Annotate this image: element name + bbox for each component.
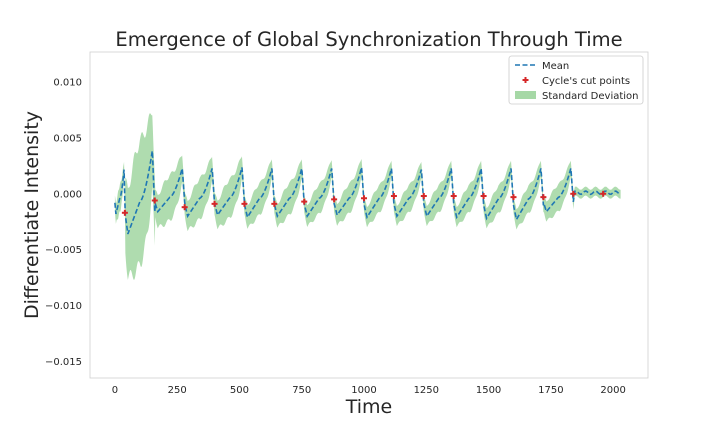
legend-cut-points-label: Cycle's cut points xyxy=(542,76,630,87)
x-tick-label: 1250 xyxy=(414,385,439,396)
x-tick-label: 1500 xyxy=(476,385,501,396)
cut-point xyxy=(151,197,158,204)
plot-area xyxy=(114,113,621,280)
y-axis-label: Differentiate Intensity xyxy=(21,111,43,319)
cut-point xyxy=(510,194,517,201)
x-tick-label: 750 xyxy=(292,385,311,396)
legend-box xyxy=(508,55,644,105)
cut-point xyxy=(301,198,308,205)
cut-point xyxy=(450,193,457,200)
cut-point xyxy=(181,204,188,211)
cut-point xyxy=(331,196,338,203)
cut-point xyxy=(600,190,607,197)
x-tick-label: 0 xyxy=(112,385,118,396)
cut-point xyxy=(241,200,248,207)
chart-title: Emergence of Global Synchronization Thro… xyxy=(115,28,622,51)
x-tick-label: 1750 xyxy=(538,385,563,396)
cut-point xyxy=(540,194,547,201)
cut-point xyxy=(480,193,487,200)
x-tick-label: 500 xyxy=(230,385,249,396)
cut-point xyxy=(271,200,278,207)
y-tick-label: 0.000 xyxy=(53,189,82,200)
legend-std-label: Standard Deviation xyxy=(542,91,639,102)
cut-point xyxy=(570,190,577,197)
x-tick-label: 250 xyxy=(168,385,187,396)
cut-point xyxy=(390,193,397,200)
x-tick-label: 2000 xyxy=(600,385,625,396)
x-tick-label: 1000 xyxy=(351,385,376,396)
y-tick-label: 0.010 xyxy=(53,78,82,89)
y-tick-label: 0.005 xyxy=(53,133,82,144)
legend-std-swatch xyxy=(515,91,536,99)
cut-points-series xyxy=(121,190,607,216)
mean-line xyxy=(114,150,621,235)
x-axis-label: Time xyxy=(345,396,393,418)
plot-frame xyxy=(89,51,649,379)
y-tick-label: −0.015 xyxy=(45,357,82,368)
legend-cut-points-swatch xyxy=(522,77,529,83)
cut-point xyxy=(420,193,427,200)
cut-point xyxy=(211,200,218,207)
cut-point xyxy=(361,195,368,202)
y-tick-label: −0.005 xyxy=(45,245,82,256)
y-tick-label: −0.010 xyxy=(45,301,82,312)
cut-point xyxy=(121,209,128,216)
y-axis-ticks: −0.015 −0.010 −0.005 0.000 0.005 0.010 xyxy=(45,78,82,368)
standard-deviation-band xyxy=(114,113,621,280)
x-axis-ticks: 0 250 500 750 1000 1250 1500 1750 2000 xyxy=(112,385,626,396)
legend: Mean Cycle's cut points Standard Deviati… xyxy=(508,55,644,105)
legend-mean-label: Mean xyxy=(542,61,569,72)
